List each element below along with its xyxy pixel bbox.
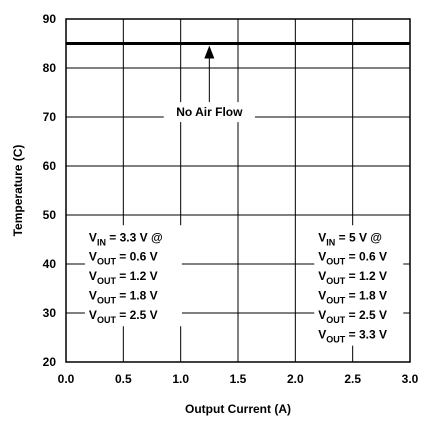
x-tick-label: 2.0 [287,372,304,386]
right-annotation-line: VOUT = 1.8 V [318,288,387,305]
y-tick-label: 20 [43,355,57,369]
y-axis-label: Temperature (C) [11,145,25,237]
left-annotation-line: VOUT = 1.8 V [89,288,158,305]
left-annotation-line: VIN = 3.3 V @ [89,230,163,247]
x-tick-label: 0.5 [115,372,132,386]
right-annotation-line: VIN = 5 V @ [318,230,382,247]
y-tick-label: 30 [43,306,57,320]
x-tick-label: 3.0 [402,372,419,386]
left-annotation-line: VOUT = 2.5 V [89,308,158,325]
y-tick-label: 50 [43,208,57,222]
left-annotation-box [84,225,182,327]
left-annotation-line: VOUT = 1.2 V [89,269,158,286]
arrow-label-box [163,102,255,123]
right-annotation-box [314,225,404,346]
x-tick-label: 0.0 [58,372,75,386]
left-annotation-line: VOUT = 0.6 V [89,250,158,267]
arrow-head [204,45,215,59]
right-annotation-line: VOUT = 0.6 V [318,250,387,267]
tick-labels: 0.0 0.5 1.0 1.5 2.0 2.5 3.0 20 30 40 50 60 70 80 90 [43,12,419,386]
x-tick-label: 2.5 [344,372,361,386]
arrow-label: No Air Flow [176,105,243,119]
x-tick-label: 1.5 [230,372,247,386]
annotations: VIN = 3.3 V @ VOUT = 0.6 V VOUT = 1.2 V VOU… [84,45,404,346]
y-tick-label: 80 [43,61,57,75]
y-tick-label: 40 [43,257,57,271]
x-tick-label: 1.0 [172,372,189,386]
y-tick-label: 60 [43,159,57,173]
y-tick-label: 90 [43,12,57,26]
right-annotation-line: VOUT = 2.5 V [318,308,387,325]
x-axis-label: Output Current (A) [185,402,291,416]
right-annotation-line: VOUT = 3.3 V [318,327,387,344]
plot-frame [65,18,411,363]
right-annotation-line: VOUT = 1.2 V [318,269,387,286]
y-tick-label: 70 [43,110,57,124]
